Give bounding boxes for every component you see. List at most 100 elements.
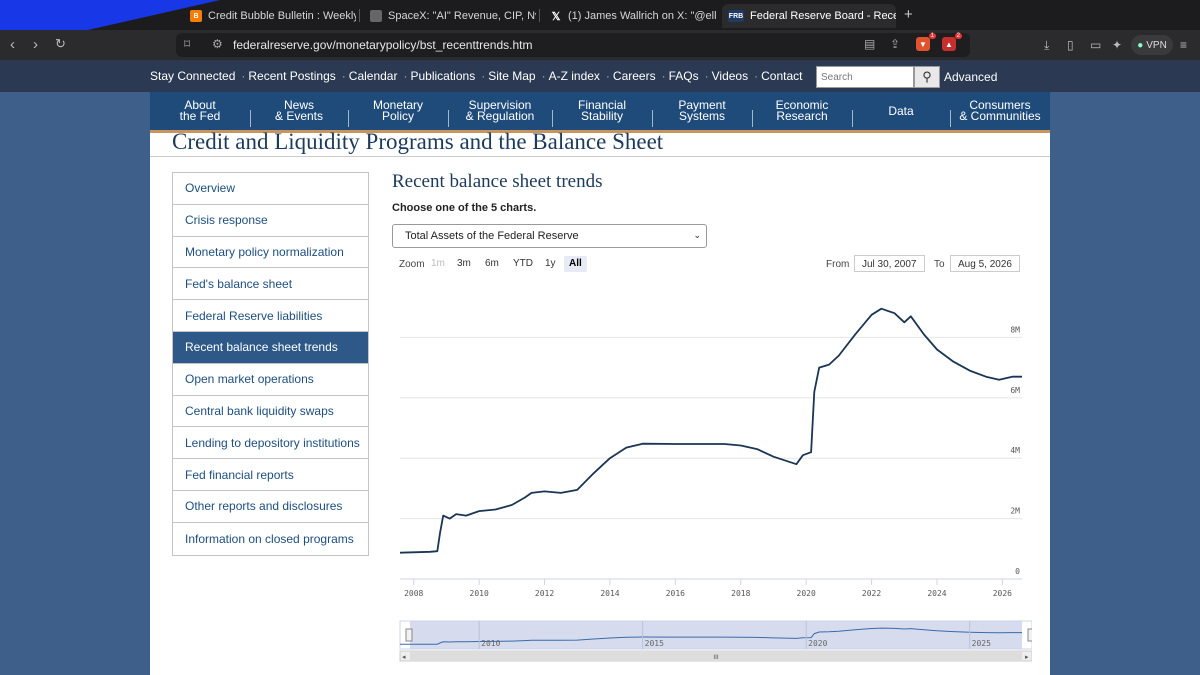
main-nav-divider — [852, 110, 853, 127]
to-date-input[interactable]: Aug 5, 2026 — [950, 255, 1020, 272]
utility-nav-link[interactable]: A-Z index — [548, 69, 600, 83]
main-nav: About the Fed News & Events Monetary Policy Su… — [150, 92, 1050, 133]
x-tick-label: 2008 — [404, 589, 423, 598]
scroll-left-icon[interactable]: ◂ — [402, 653, 406, 661]
new-tab-button[interactable]: + — [904, 6, 913, 23]
main-nav-divider — [250, 110, 251, 127]
tab-x-post[interactable]: 𝕏 (1) James Wallrich on X: "@elliottw — [544, 4, 716, 28]
zoom-button[interactable]: 1m — [431, 258, 445, 269]
zoom-button[interactable]: All — [564, 256, 587, 272]
share-icon[interactable]: ⇪ — [890, 37, 901, 51]
tab-federal-reserve[interactable]: FRB Federal Reserve Board - Rece ✕ — [722, 4, 896, 28]
tab-title: SpaceX: "AI" Revenue, CIP, Nvidia — [388, 10, 536, 22]
main-nav-divider — [348, 110, 349, 127]
chart-select[interactable]: Total Assets of the Federal Reserve ⌄ — [392, 224, 707, 248]
main-nav-item[interactable]: Economic Research — [752, 92, 852, 130]
utility-nav-link[interactable]: Careers — [612, 69, 656, 83]
sidebar-item[interactable]: Recent balance sheet trends — [173, 331, 368, 364]
main-nav-item[interactable]: About the Fed — [150, 92, 250, 130]
sidebar-item[interactable]: Lending to depository institutions — [173, 427, 368, 460]
zoom-button[interactable]: YTD — [513, 258, 533, 269]
tab-spacex[interactable]: SpaceX: "AI" Revenue, CIP, Nvidia — [364, 4, 536, 28]
scroll-right-icon[interactable]: ▸ — [1025, 653, 1029, 661]
zoom-label: Zoom — [399, 259, 425, 270]
forward-icon[interactable]: › — [33, 36, 38, 53]
sidebar-icon[interactable]: ▯ — [1067, 38, 1074, 52]
sidebar-item[interactable]: Crisis response — [173, 205, 368, 237]
main-nav-item[interactable]: Financial Stability — [552, 92, 652, 130]
main-nav-item[interactable]: News & Events — [250, 92, 348, 130]
utility-nav-link[interactable]: Publications — [410, 69, 476, 83]
sidebar-nav: Overview Crisis response Monetary policy n… — [172, 172, 369, 556]
main-nav-label: Stability — [580, 109, 624, 123]
zoom-button[interactable]: 1y — [545, 258, 556, 269]
advanced-search-link[interactable]: Advanced — [944, 70, 998, 84]
y-tick-label: 4M — [1010, 446, 1020, 455]
wallet-icon[interactable]: ▭ — [1090, 38, 1102, 52]
main-nav-item[interactable]: Data — [852, 92, 950, 130]
zoom-button[interactable]: 3m — [457, 258, 471, 269]
search-input[interactable]: Search — [816, 66, 914, 88]
sidebar-item[interactable]: Overview — [173, 173, 368, 205]
main-nav-divider — [552, 110, 553, 127]
scrollbar-grip: III — [713, 654, 719, 661]
choose-chart-label: Choose one of the 5 charts. — [392, 202, 537, 214]
tab-credit-bubble[interactable]: B Credit Bubble Bulletin : Weekly Cr — [184, 4, 356, 28]
menu-icon[interactable]: ≡ — [1180, 38, 1188, 52]
sidebar-item[interactable]: Fed financial reports — [173, 459, 368, 491]
main-nav-divider — [950, 110, 951, 127]
from-label: From — [826, 259, 850, 270]
main-nav-item[interactable]: Consumers & Communities — [950, 92, 1050, 130]
sidebar-item[interactable]: Information on closed programs — [185, 531, 354, 546]
main-nav-item[interactable]: Supervision & Regulation — [448, 92, 552, 130]
nav-separator: · — [241, 69, 246, 83]
zoom-button[interactable]: 6m — [485, 258, 499, 269]
sidebar-item[interactable]: Federal Reserve liabilities — [173, 300, 368, 332]
navigator-selection[interactable] — [410, 621, 1022, 649]
sidebar-item[interactable]: Central bank liquidity swaps — [173, 396, 368, 428]
vpn-status-icon: ● — [1137, 39, 1144, 51]
download-icon[interactable]: ⤓ — [1044, 38, 1050, 52]
main-nav-item[interactable]: Payment Systems — [652, 92, 752, 130]
main-nav-label: Financial — [577, 98, 627, 112]
sidebar-item[interactable]: Other reports and disclosures — [173, 491, 368, 523]
utility-nav-link[interactable]: Videos — [711, 69, 749, 83]
sidebar-item[interactable]: Fed's balance sheet — [173, 268, 368, 301]
y-tick-label: 2M — [1010, 507, 1020, 516]
total-assets-series-line[interactable] — [399, 307, 1022, 554]
navigator-tick-label: 2025 — [972, 639, 991, 648]
utility-nav-link[interactable]: Contact — [761, 69, 803, 83]
leo-icon[interactable]: ✦ — [1112, 38, 1123, 52]
scrollbar-thumb[interactable] — [410, 652, 1022, 660]
from-date-input[interactable]: Jul 30, 2007 — [854, 255, 925, 272]
brave-shield-icon[interactable]: ▼ 1 — [916, 33, 936, 51]
brave-rewards-icon[interactable]: ▲ 2 — [942, 33, 962, 51]
utility-nav-link[interactable]: Site Map — [488, 69, 536, 83]
sidebar-item[interactable]: Monetary policy normalization — [173, 237, 368, 269]
reader-icon[interactable]: ▤ — [864, 37, 876, 51]
back-icon[interactable]: ‹ — [10, 36, 15, 53]
main-nav-label: Data — [888, 103, 914, 118]
utility-nav: Stay Connected · Recent Postings · Calendar ·… — [0, 60, 1200, 92]
utility-nav-link[interactable]: Stay Connected — [150, 69, 236, 83]
total-assets-chart[interactable]: 0 2M 4M 6M 8M 2008 2010 2012 2014 2016 2018 2020 202… — [392, 273, 1032, 675]
navigator-left-handle[interactable] — [405, 628, 413, 642]
main-nav-label: Supervision — [468, 98, 532, 112]
utility-nav-link[interactable]: FAQs — [668, 69, 699, 83]
search-icon[interactable]: ⚲ — [914, 66, 940, 88]
utility-nav-link[interactable]: Calendar — [348, 69, 398, 83]
sidebar-item[interactable]: Open market operations — [173, 364, 368, 396]
main-nav-item[interactable]: Monetary Policy — [348, 92, 448, 130]
x-tick-label: 2020 — [797, 589, 816, 598]
address-bar[interactable]: ⌑ ⚙ federalreserve.gov/monetarypolicy/bs… — [176, 33, 970, 57]
bookmark-icon[interactable]: ⌑ — [184, 37, 191, 51]
site-settings-icon[interactable]: ⚙ — [212, 37, 223, 51]
reload-icon[interactable]: ↻ — [55, 36, 66, 51]
url-text[interactable]: federalreserve.gov/monetarypolicy/bst_re… — [233, 38, 533, 52]
navigator-right-handle[interactable] — [1027, 628, 1032, 642]
nav-separator: · — [605, 69, 610, 83]
x-tick-label: 2012 — [535, 589, 554, 598]
y-tick-label: 8M — [1010, 325, 1020, 334]
utility-nav-link[interactable]: Recent Postings — [248, 69, 336, 83]
vpn-button[interactable]: ● VPN — [1131, 35, 1173, 55]
